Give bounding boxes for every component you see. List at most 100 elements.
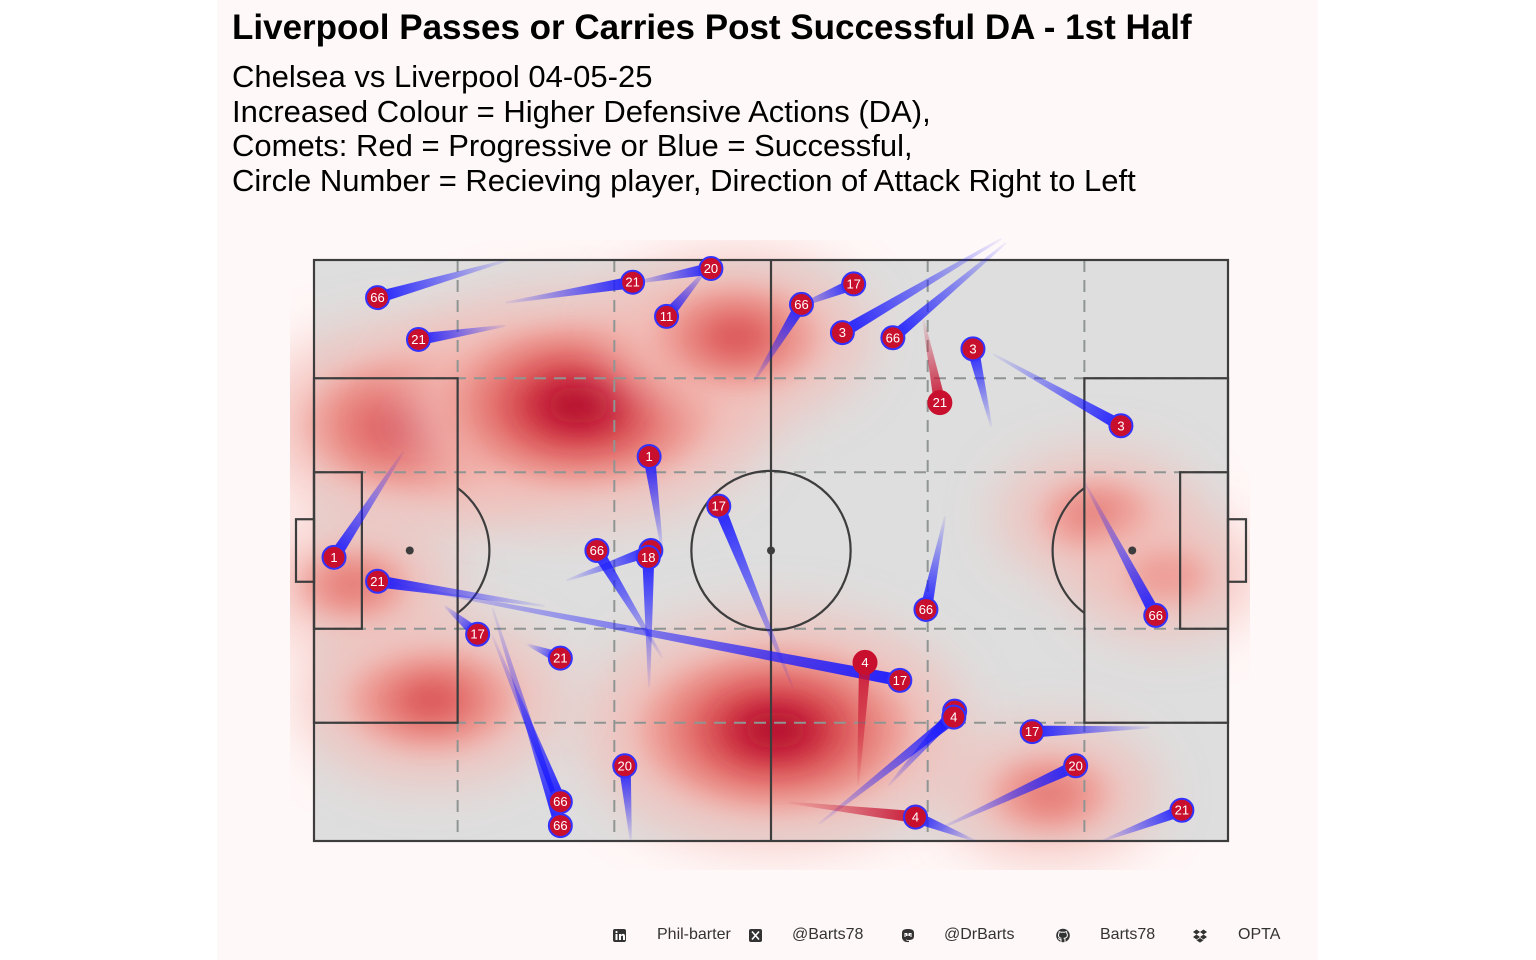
receiver-marker [788, 291, 814, 317]
density-region-level [401, 681, 462, 719]
comet-successful [642, 557, 655, 688]
receiver-marker [584, 538, 610, 563]
receiver-label: 66 [553, 818, 567, 833]
caption-x: @Barts78 [792, 926, 864, 943]
receiver-marker [547, 789, 573, 815]
caption-mastodon: @DrBarts [944, 926, 1015, 943]
comet-successful [713, 503, 794, 688]
receiver-marker [1063, 753, 1089, 779]
density-region-level [744, 711, 807, 749]
penalty-spot-left [405, 546, 414, 555]
receiver-label: 66 [370, 290, 384, 305]
receiver-label: 17 [712, 499, 726, 514]
density-region-level [705, 318, 767, 356]
comet-successful [1101, 804, 1185, 842]
linkedin-icon [613, 929, 626, 942]
receiver-marker [902, 804, 928, 830]
receiver-label: 21 [411, 332, 425, 347]
receiver-marker [1143, 602, 1169, 628]
density-region-level [1068, 498, 1126, 535]
receiver-marker [941, 704, 967, 730]
receiver-label: 17 [893, 673, 907, 688]
receiver-label: 18 [641, 550, 655, 565]
comet-progressive [922, 319, 946, 404]
comet-successful [992, 353, 1124, 431]
receiver-label: 66 [590, 543, 604, 558]
subtitle-line-4: Circle Number = Recieving player, Direct… [232, 163, 1136, 198]
comet-successful [329, 450, 405, 561]
receiver-marker [960, 336, 986, 362]
receiver-label: 66 [1149, 608, 1163, 623]
centre-spot [767, 546, 775, 555]
receiver-marker [1019, 719, 1045, 745]
receiver-label: 66 [553, 794, 567, 809]
receiver-marker [365, 568, 391, 594]
receiver-label: 66 [794, 297, 808, 312]
comet-successful [566, 544, 653, 582]
receiver-marker [880, 325, 906, 351]
comet-successful [752, 301, 807, 383]
subtitle-line-3: Comets: Red = Progressive or Blue = Succ… [232, 128, 913, 163]
comet-successful [417, 324, 506, 346]
x-twitter-icon [749, 929, 762, 942]
receiver-marker [698, 256, 724, 282]
comet-successful [913, 811, 976, 842]
density-region-level [547, 387, 610, 424]
dropbox-icon [1193, 929, 1207, 943]
comet-successful [376, 575, 545, 608]
caption-linkedin: Phil-barter [657, 926, 731, 943]
receiver-label: 21 [370, 574, 384, 589]
goal-right [1226, 518, 1248, 583]
github-icon [1056, 928, 1070, 943]
receiver-label: 3 [839, 325, 846, 340]
receiver-label: 20 [1068, 758, 1082, 773]
receiver-label: 21 [625, 275, 639, 290]
receiver-marker [321, 544, 347, 570]
density-layer [290, 255, 1250, 861]
receiver-label: 21 [553, 651, 567, 666]
receiver-label: 11 [660, 309, 674, 324]
comet-successful [618, 765, 632, 842]
comet-progressive [857, 662, 872, 786]
receiver-label: 17 [1025, 724, 1039, 739]
receiver-marker [829, 320, 855, 346]
comet-successful [1083, 481, 1162, 619]
receiver-marker [852, 649, 878, 675]
goal-left [294, 518, 316, 583]
caption-source: OPTA [1238, 926, 1281, 943]
penalty-spot-right [1128, 546, 1137, 555]
receiver-marker [405, 326, 431, 352]
comet-successful [967, 347, 993, 427]
receiver-label: 1 [330, 550, 337, 565]
receiver-marker [913, 596, 939, 622]
receiver-marker [887, 667, 913, 693]
receiver-marker [547, 645, 573, 671]
caption-github: Barts78 [1100, 926, 1156, 943]
receiver-label: 3 [1117, 418, 1124, 433]
receiver-marker [654, 303, 680, 329]
receiver-marker [365, 285, 391, 311]
comet-successful [377, 580, 901, 687]
receiver-marker [620, 269, 646, 295]
receiver-marker [1169, 797, 1195, 823]
receiver-label: 21 [933, 395, 947, 410]
receiver-marker [636, 444, 662, 470]
receiver-label: 66 [919, 602, 933, 617]
receiver-label: 4 [950, 710, 957, 725]
comet-successful [643, 455, 664, 551]
receiver-label: 1 [646, 449, 653, 464]
receiver-label: 4 [912, 810, 919, 825]
comet-successful [940, 760, 1079, 830]
receiver-marker [612, 753, 638, 779]
comet-successful [1031, 725, 1150, 738]
comet-successful [889, 242, 1007, 343]
comet-successful [818, 712, 958, 825]
receiver-marker [635, 544, 661, 570]
chart-title: Liverpool Passes or Carries Post Success… [232, 8, 1192, 47]
comet-successful [920, 516, 947, 611]
receiver-marker [841, 271, 867, 297]
comet-progressive [788, 801, 917, 824]
receiver-marker [706, 493, 732, 519]
receiver-marker [465, 621, 491, 647]
density-region-level [1128, 551, 1206, 601]
